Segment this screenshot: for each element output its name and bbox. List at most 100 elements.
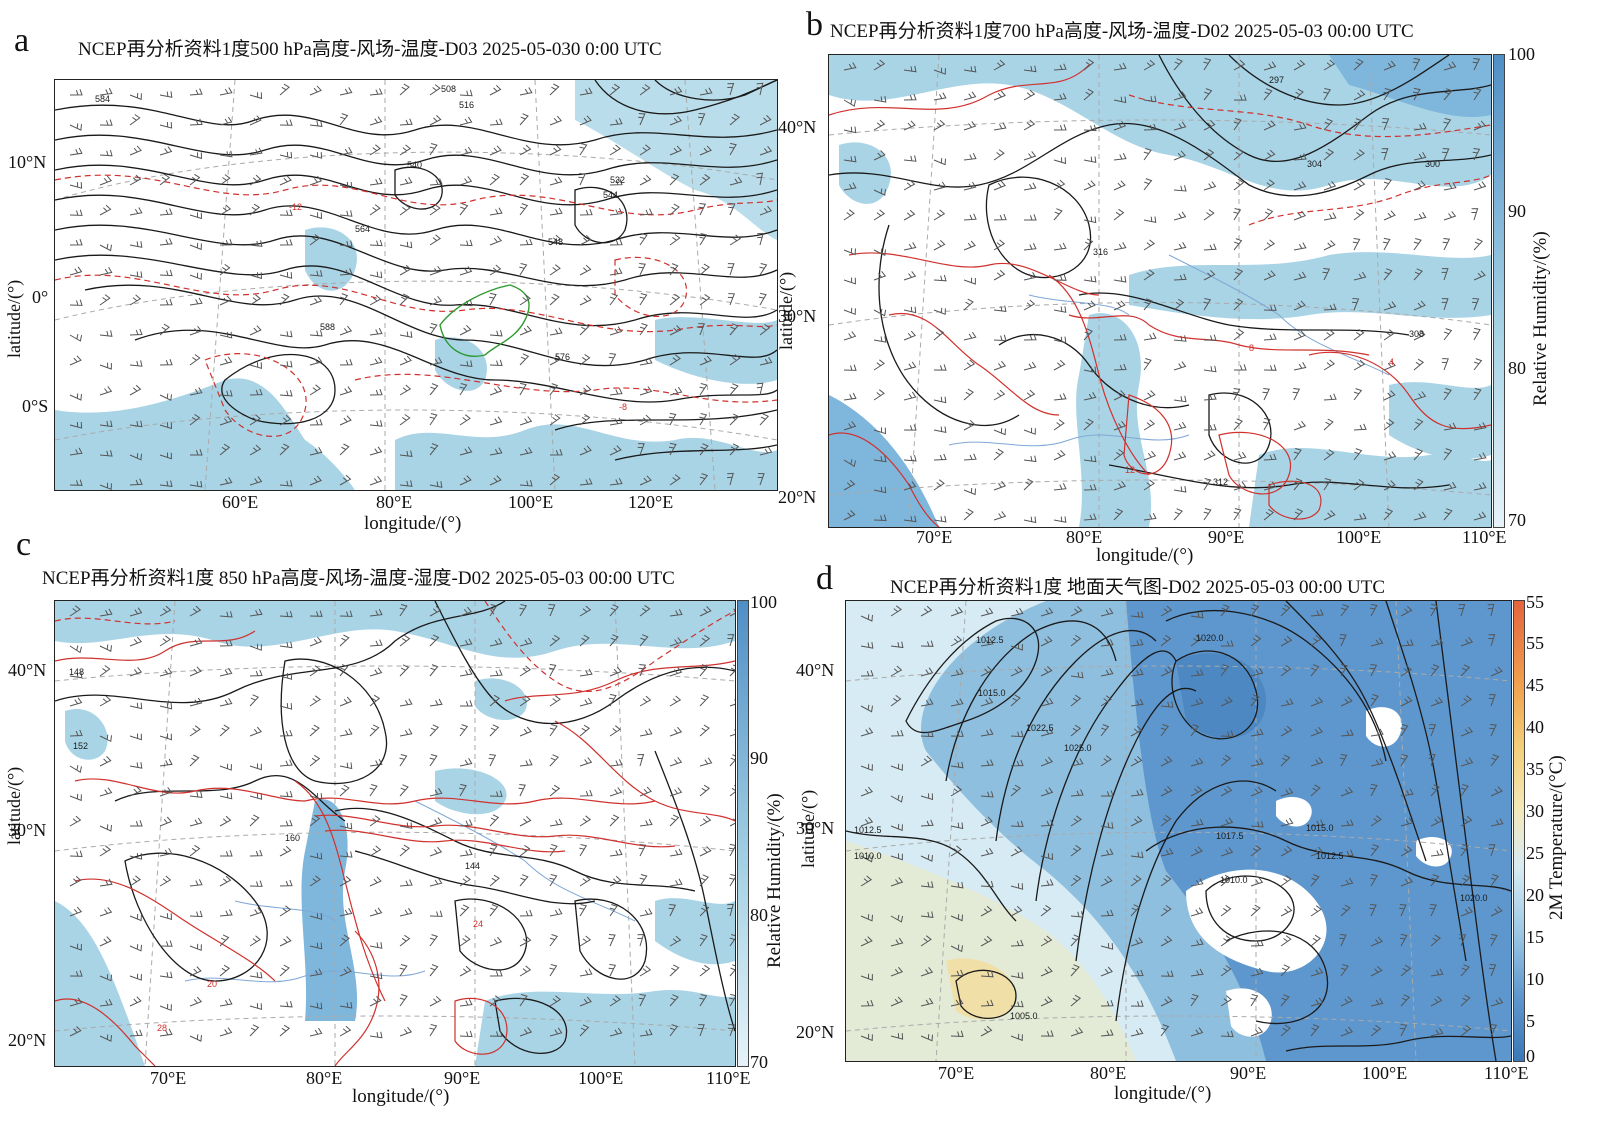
wind-barb — [69, 815, 82, 827]
wind-barb — [669, 325, 682, 336]
contour-label: 4 — [1389, 357, 1394, 367]
wind-barb — [1220, 995, 1232, 1007]
contour-label: 1012.5 — [854, 825, 882, 835]
wind-barb — [1250, 604, 1260, 617]
wind-barb — [1430, 603, 1438, 617]
wind-barb — [1340, 849, 1354, 857]
wind-barb — [249, 147, 263, 156]
wind-barb — [1340, 904, 1351, 917]
wind-barb — [728, 203, 736, 216]
wind-barb — [1160, 996, 1173, 1007]
x-tick-label: 60°E — [222, 492, 259, 512]
wind-barb — [279, 175, 292, 186]
wind-barb — [99, 420, 113, 428]
wind-barb — [1413, 511, 1427, 521]
wind-barb — [1310, 997, 1324, 1007]
wind-barb — [1352, 238, 1361, 251]
x-tick-label: 80°E — [1066, 527, 1103, 547]
wind-barb — [668, 904, 677, 917]
wind-barb — [933, 274, 947, 282]
wind-barb — [1353, 271, 1367, 281]
wind-barb — [99, 936, 112, 947]
wind-barb — [489, 814, 500, 827]
x-tick-label: 100°E — [1336, 527, 1382, 547]
wind-barb — [279, 819, 293, 827]
wind-barb — [860, 999, 874, 1007]
wind-barb — [920, 854, 933, 862]
wind-barb — [1233, 268, 1244, 281]
wind-barb — [1370, 873, 1378, 887]
x-axis-label: longitude/(°) — [1096, 545, 1194, 566]
x-tick-label: 80°E — [306, 1068, 343, 1088]
wind-barb — [729, 234, 742, 246]
wind-barb — [309, 695, 321, 707]
wind-barb — [219, 239, 233, 246]
colorbar-tick: 10 — [1526, 969, 1544, 989]
wind-barb — [980, 847, 994, 857]
wind-barb — [920, 755, 933, 767]
wind-barb — [1340, 964, 1349, 977]
wind-barb — [980, 607, 994, 617]
wind-barb — [1263, 453, 1277, 461]
wind-barb — [1070, 789, 1084, 797]
wind-barb — [399, 204, 411, 216]
wind-barb — [993, 149, 1005, 161]
wind-barb — [993, 59, 1006, 71]
wind-barb — [729, 176, 743, 186]
contour-label: 584 — [95, 94, 110, 104]
wind-barb — [1383, 268, 1393, 281]
wind-barb — [609, 477, 623, 486]
wind-barb — [669, 695, 682, 707]
wind-barb — [1023, 516, 1037, 524]
humidity-colorbar — [737, 600, 749, 1067]
wind-barb — [980, 759, 994, 767]
wind-barb — [1220, 754, 1232, 767]
wind-barb — [429, 754, 438, 767]
wind-barb — [843, 307, 856, 316]
wind-barb — [1130, 638, 1144, 647]
wind-barb — [130, 820, 143, 827]
wind-barb — [729, 784, 735, 797]
contour-label: 1020.0 — [1460, 893, 1488, 903]
wind-barb — [1353, 448, 1363, 461]
wind-barb — [339, 610, 353, 617]
wind-barb — [1173, 273, 1187, 281]
wind-barb — [429, 846, 443, 857]
wind-barb — [860, 614, 873, 622]
wind-barb — [219, 204, 232, 216]
wind-barb — [920, 935, 932, 947]
wind-barb — [1233, 94, 1247, 101]
wind-barb — [1203, 243, 1217, 251]
wind-barb — [399, 844, 410, 857]
wind-barb — [903, 481, 917, 491]
wind-barb — [369, 694, 381, 707]
wind-barb — [279, 443, 290, 456]
wind-barb — [1458, 603, 1466, 617]
wind-barb — [339, 240, 353, 247]
wind-barb — [1430, 874, 1440, 887]
wind-barb — [890, 729, 904, 737]
wind-barb — [519, 935, 532, 947]
wind-barb — [1233, 298, 1244, 311]
wind-barb — [1053, 274, 1067, 281]
wind-barb — [729, 443, 740, 456]
wind-barb — [339, 415, 352, 426]
wind-barb — [1010, 694, 1021, 707]
wind-barb — [757, 473, 765, 486]
wind-barb — [1130, 755, 1143, 767]
wind-barb — [189, 272, 202, 280]
wind-barb — [219, 909, 233, 917]
colorbar-tick: 45 — [1526, 675, 1544, 695]
wind-barb — [1473, 327, 1481, 341]
wind-barb — [1280, 994, 1290, 1007]
contour-label: 8 — [1249, 343, 1254, 353]
x-tick-label: 70°E — [938, 1063, 975, 1083]
wind-barb — [728, 843, 735, 857]
wind-barb — [729, 664, 735, 677]
wind-barb — [873, 209, 886, 221]
wind-barb — [1233, 451, 1247, 461]
wind-barb — [1203, 450, 1216, 461]
wind-barb — [549, 144, 562, 156]
panel-letter: d — [816, 560, 833, 597]
wind-barb — [609, 83, 621, 96]
